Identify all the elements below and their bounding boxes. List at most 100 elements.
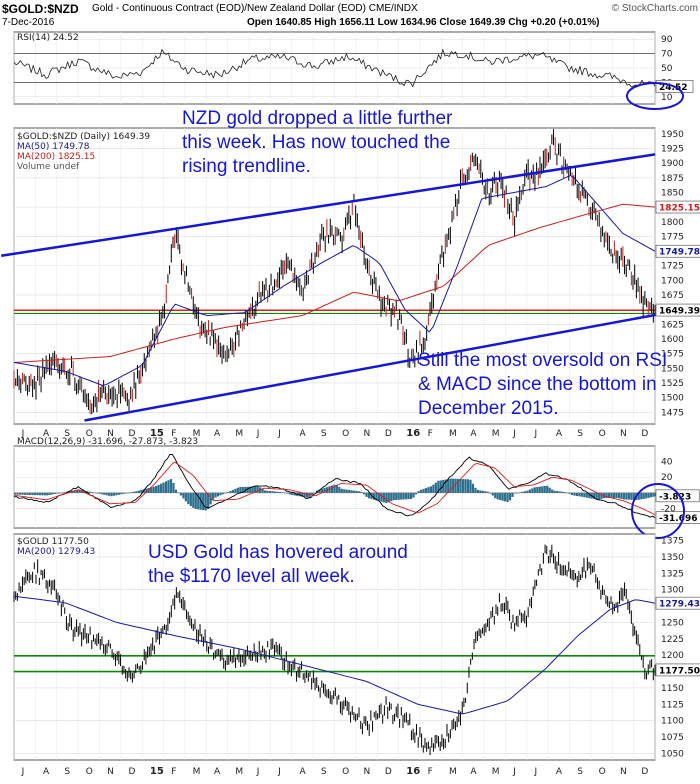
macd-legend: MACD(12,26,9) -31.696, -27.873, -3.823 [17, 437, 198, 447]
rsi-line [13, 48, 656, 88]
macd-hist-bar-211 [536, 487, 539, 493]
header-symbol: $GOLD:$NZD [2, 2, 79, 16]
macd-hist-bar-34 [98, 492, 101, 494]
nzd-xtick-8: M [193, 429, 201, 439]
macd-hist-bar-5 [26, 492, 29, 495]
nzd-xtick-17: D [385, 429, 392, 439]
macd-hist-bar-85 [224, 492, 227, 494]
macd-hist-bar-97 [254, 486, 257, 493]
macd-hist-bar-25 [75, 489, 79, 493]
macd-hist-bar-247 [625, 492, 628, 500]
usd-xtick-12: J [277, 767, 281, 777]
macd-hist-bar-124 [320, 488, 324, 493]
macd-hist-bar-58 [157, 484, 160, 493]
header-ohlc: Open 1640.85 High 1656.11 Low 1634.96 Cl… [247, 17, 600, 28]
macd-hist-bar-129 [333, 484, 336, 493]
macd-hist-bar-176 [449, 478, 452, 493]
usd-xtick-5: D [129, 767, 136, 777]
nzd-xtick-7: F [171, 429, 176, 439]
macd-hist-bar-59 [160, 483, 163, 493]
macd-hist-bar-229 [580, 492, 583, 497]
macd-hist-bar-142 [365, 492, 368, 497]
macd-line [13, 453, 656, 518]
macd-hist-bar-30 [88, 491, 91, 493]
macd-hist-bar-7 [31, 492, 34, 496]
macd-hist-bar-162 [414, 492, 418, 495]
usd-legend-1: MA(200) 1279.43 [17, 547, 95, 557]
nzd-xtick-22: M [492, 429, 500, 439]
macd-hist-bar-171 [437, 480, 440, 493]
macd-hist-bar-91 [239, 487, 242, 493]
macd-hist-bar-70 [187, 492, 190, 505]
macd-hist-bar-151 [387, 492, 390, 503]
macd-hist-bar-77 [204, 492, 207, 511]
nzd-xtick-12: J [277, 429, 281, 439]
nzd-xtick-5: D [129, 429, 136, 439]
macd-hist-bar-130 [335, 485, 338, 493]
usd-ytick-0: 1050 [661, 749, 684, 759]
macd-hist-bar-101 [263, 490, 267, 493]
nzd-legend-3: Volume undef [17, 162, 80, 172]
macd-hist-bar-221 [560, 491, 564, 493]
macd-hist-bar-13 [46, 492, 49, 496]
macd-hist-bar-224 [568, 492, 571, 494]
nzd-ytick-9: 1700 [661, 276, 684, 286]
macd-signal-value-box [655, 489, 700, 503]
macd-hist-bar-120 [310, 492, 314, 496]
macd-hist-bar-235 [595, 492, 598, 500]
usd-xtick-18: 16 [406, 766, 420, 777]
nzd-xtick-1: A [43, 429, 50, 439]
header-brand: © StockCharts.com [611, 3, 698, 14]
header-date: 7-Dec-2016 [2, 17, 55, 28]
rsi-ytick-2: 50 [661, 64, 673, 74]
macd-hist-bar-200 [508, 492, 512, 501]
macd-hist-bar-199 [506, 492, 509, 503]
macd-hist-bar-62 [167, 480, 170, 493]
macd-hist-bar-117 [303, 492, 306, 498]
macd-hist-bar-160 [409, 492, 413, 499]
nzd-ma200-line [13, 203, 656, 363]
macd-hist-bar-137 [353, 490, 356, 493]
macd-hist-bar-220 [558, 491, 561, 493]
macd-hist-bar-237 [600, 492, 603, 499]
macd-hist-bar-29 [85, 491, 88, 493]
macd-hist-bar-80 [211, 492, 215, 500]
nzd-ma50-value-label: 1749.78 [659, 248, 700, 258]
macd-hist-bar-203 [516, 492, 519, 494]
macd-hist-bar-41 [115, 492, 118, 496]
annotation-usd-gold: USD Gold has hovered around the $1170 le… [148, 542, 408, 587]
nzd-xtick-24: J [533, 429, 537, 439]
macd-hist-bar-16 [53, 492, 56, 495]
macd-hist-bar-258 [652, 492, 655, 497]
nzd-ytick-15: 1850 [661, 188, 684, 198]
macd-hist-bar-177 [452, 478, 455, 493]
macd-hist-bar-218 [553, 490, 556, 493]
macd-hist-bar-64 [172, 482, 175, 493]
macd-hist-bar-42 [117, 492, 121, 495]
macd-hist-bar-234 [593, 492, 596, 499]
macd-hist-bar-88 [231, 489, 234, 493]
macd-hist-bar-165 [422, 488, 425, 493]
macd-hist-bar-96 [251, 486, 254, 493]
macd-hist-bar-257 [650, 492, 653, 498]
macd-hist-bar-217 [551, 489, 554, 493]
usd-xtick-7: F [171, 767, 176, 777]
macd-hist-bar-105 [273, 491, 277, 493]
nzd-ytick-18: 1925 [661, 145, 684, 155]
nzd-xtick-25: A [556, 429, 563, 439]
macd-hist-bar-93 [244, 486, 247, 493]
nzd-xtick-14: S [321, 429, 327, 439]
macd-hist-bar-210 [533, 487, 536, 493]
macd-hist-bar-228 [578, 492, 581, 497]
macd-hist-bar-226 [573, 492, 576, 496]
usd-ytick-2: 1100 [661, 717, 684, 727]
macd-hist-bar-56 [152, 486, 155, 493]
usd-ytick-8: 1250 [661, 618, 684, 628]
macd-hist-bar-197 [501, 492, 504, 501]
macd-hist-bar-138 [355, 490, 358, 493]
macd-hist-bar-45 [125, 492, 128, 494]
macd-hist-bar-61 [164, 481, 168, 493]
nzd-ma50-line [13, 175, 656, 386]
macd-hist-bar-188 [479, 490, 482, 493]
macd-hist-bar-123 [318, 489, 321, 493]
